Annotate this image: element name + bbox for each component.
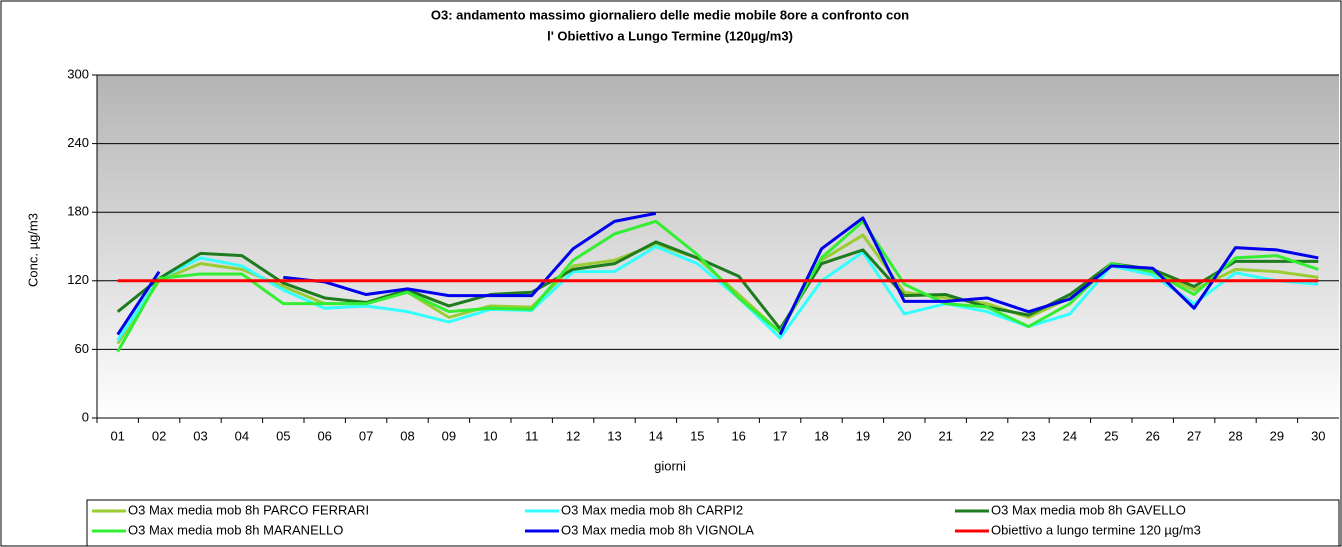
x-tick-label: 11: [525, 428, 539, 443]
legend-label: O3 Max media mob 8h MARANELLO: [128, 522, 343, 537]
x-tick-label: 22: [980, 428, 994, 443]
x-tick-label: 20: [897, 428, 911, 443]
x-tick-label: 07: [359, 428, 373, 443]
x-tick-label: 23: [1021, 428, 1035, 443]
y-tick-label: 120: [67, 272, 89, 287]
x-tick-label: 30: [1311, 428, 1325, 443]
legend-label: O3 Max media mob 8h GAVELLO: [991, 502, 1186, 517]
x-axis-label: giorni: [654, 458, 686, 473]
plot-area: [97, 75, 1339, 418]
x-tick-label: 17: [773, 428, 787, 443]
x-tick-label: 10: [483, 428, 497, 443]
x-tick-label: 18: [814, 428, 828, 443]
y-tick-label: 180: [67, 204, 89, 219]
chart-title: l' Obiettivo a Lungo Termine (120µg/m3): [547, 28, 793, 43]
x-tick-label: 09: [442, 428, 456, 443]
y-axis-label: Conc. µg/m3: [25, 213, 40, 287]
x-tick-label: 24: [1063, 428, 1077, 443]
y-tick-label: 300: [67, 66, 89, 81]
x-tick-label: 21: [938, 428, 952, 443]
x-tick-label: 15: [690, 428, 704, 443]
x-tick-label: 29: [1270, 428, 1284, 443]
x-tick-label: 27: [1187, 428, 1201, 443]
x-tick-label: 19: [856, 428, 870, 443]
x-tick-label: 13: [607, 428, 621, 443]
x-tick-label: 05: [276, 428, 290, 443]
y-tick-label: 60: [75, 341, 89, 356]
x-tick-label: 03: [193, 428, 207, 443]
legend-label: O3 Max media mob 8h CARPI2: [561, 502, 743, 517]
x-tick-label: 26: [1145, 428, 1159, 443]
legend-label: O3 Max media mob 8h PARCO FERRARI: [128, 502, 369, 517]
x-tick-label: 08: [400, 428, 414, 443]
x-tick-label: 04: [235, 428, 249, 443]
x-tick-label: 14: [649, 428, 663, 443]
y-tick-label: 240: [67, 135, 89, 150]
legend: [86, 499, 1340, 547]
x-tick-label: 25: [1104, 428, 1118, 443]
y-tick-label: 0: [82, 409, 89, 424]
x-tick-label: 02: [152, 428, 166, 443]
legend-label: Obiettivo a lungo termine 120 µg/m3: [991, 522, 1201, 537]
chart-title: O3: andamento massimo giornaliero delle …: [431, 7, 909, 22]
x-tick-label: 16: [731, 428, 745, 443]
x-tick-label: 12: [566, 428, 580, 443]
x-tick-label: 06: [317, 428, 331, 443]
x-tick-label: 01: [110, 428, 124, 443]
legend-label: O3 Max media mob 8h VIGNOLA: [561, 522, 754, 537]
x-tick-label: 28: [1228, 428, 1242, 443]
